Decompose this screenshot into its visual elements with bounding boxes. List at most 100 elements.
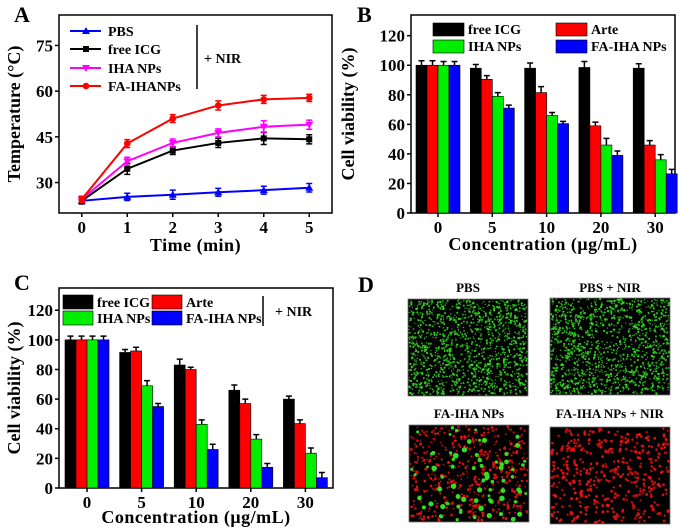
- live-cell: [498, 357, 501, 360]
- bar-free-icg: [64, 339, 77, 489]
- live-cell: [625, 370, 628, 372]
- data-point: [78, 195, 86, 203]
- live-cell: [483, 347, 486, 349]
- live-cell: [421, 505, 426, 510]
- live-cell: [442, 314, 445, 317]
- live-cell: [585, 371, 587, 373]
- live-cell: [663, 349, 666, 352]
- live-cell: [440, 364, 442, 367]
- live-cell: [462, 320, 465, 323]
- dead-cell: [411, 484, 414, 487]
- live-cell: [657, 379, 660, 381]
- live-cell: [481, 368, 484, 371]
- live-cell: [571, 321, 573, 324]
- live-cell: [638, 380, 641, 383]
- live-cell: [586, 330, 589, 333]
- dead-cell: [497, 499, 501, 503]
- dead-cell: [563, 476, 567, 479]
- dead-cell: [483, 503, 487, 507]
- live-cell: [631, 320, 633, 322]
- live-cell: [486, 513, 492, 519]
- live-cell: [594, 371, 596, 374]
- dead-cell: [601, 521, 605, 524]
- live-cell: [421, 330, 425, 333]
- live-cell: [436, 357, 439, 360]
- dead-cell: [520, 479, 524, 483]
- dead-cell: [472, 511, 475, 514]
- live-cell: [641, 323, 645, 326]
- live-cell: [472, 375, 476, 378]
- live-cell: [451, 353, 454, 356]
- dead-cell: [442, 463, 445, 466]
- legend-label: IHA NPs: [468, 40, 522, 55]
- dead-cell: [415, 485, 419, 489]
- live-cell: [441, 299, 444, 302]
- live-cell: [441, 389, 443, 391]
- live-cell: [410, 365, 413, 369]
- live-cell: [464, 332, 467, 336]
- live-cell: [462, 381, 465, 385]
- dead-cell: [600, 470, 604, 474]
- live-cell: [499, 363, 501, 365]
- live-cell: [431, 299, 434, 302]
- live-cell: [632, 334, 634, 336]
- data-point: [168, 139, 177, 147]
- live-cell: [635, 326, 638, 329]
- live-cell: [448, 367, 450, 369]
- bar-free-icg: [415, 64, 428, 214]
- live-cell: [477, 305, 480, 307]
- live-cell: [458, 369, 461, 372]
- live-cell: [622, 375, 625, 378]
- dead-cell: [480, 481, 483, 484]
- live-cell: [516, 345, 518, 348]
- live-cell: [413, 373, 416, 376]
- live-cell: [606, 300, 609, 303]
- live-cell: [634, 298, 637, 300]
- live-cell: [445, 381, 447, 383]
- live-cell: [475, 359, 478, 362]
- dead-cell: [485, 457, 489, 460]
- dead-cell: [512, 503, 516, 507]
- live-cell: [567, 343, 570, 345]
- live-cell: [583, 354, 585, 356]
- dead-cell: [439, 480, 442, 483]
- live-cell: [443, 343, 445, 345]
- live-cell: [475, 366, 477, 368]
- live-cell: [664, 301, 667, 304]
- dead-cell: [612, 515, 616, 519]
- bar-arte: [535, 92, 547, 214]
- dead-cell: [596, 443, 599, 446]
- live-cell: [519, 326, 522, 328]
- live-cell: [521, 307, 524, 310]
- live-cell: [567, 348, 570, 351]
- dead-cell: [468, 452, 470, 455]
- live-cell: [667, 323, 669, 325]
- dead-cell: [584, 495, 588, 499]
- live-cell: [466, 381, 469, 384]
- live-cell: [416, 357, 418, 359]
- live-cell: [619, 390, 622, 393]
- dead-cell: [578, 479, 581, 483]
- dead-cell: [508, 440, 511, 442]
- dead-cell: [640, 444, 644, 448]
- live-cell: [559, 329, 561, 331]
- live-cell: [426, 331, 429, 334]
- live-cell: [620, 325, 623, 327]
- live-cell: [562, 310, 565, 313]
- live-cell: [437, 380, 440, 383]
- dead-cell: [509, 442, 513, 446]
- live-cell: [429, 334, 432, 336]
- live-cell: [644, 380, 646, 383]
- live-cell: [626, 309, 629, 311]
- dead-cell: [633, 445, 637, 449]
- live-cell: [578, 359, 580, 361]
- live-cell: [597, 325, 600, 328]
- live-cell: [428, 300, 431, 303]
- dead-cell: [575, 471, 579, 475]
- live-cell: [419, 345, 421, 347]
- live-cell: [588, 366, 590, 368]
- dead-cell: [649, 493, 653, 496]
- live-cell: [422, 303, 425, 307]
- live-cell: [580, 349, 583, 352]
- dead-cell: [437, 452, 440, 455]
